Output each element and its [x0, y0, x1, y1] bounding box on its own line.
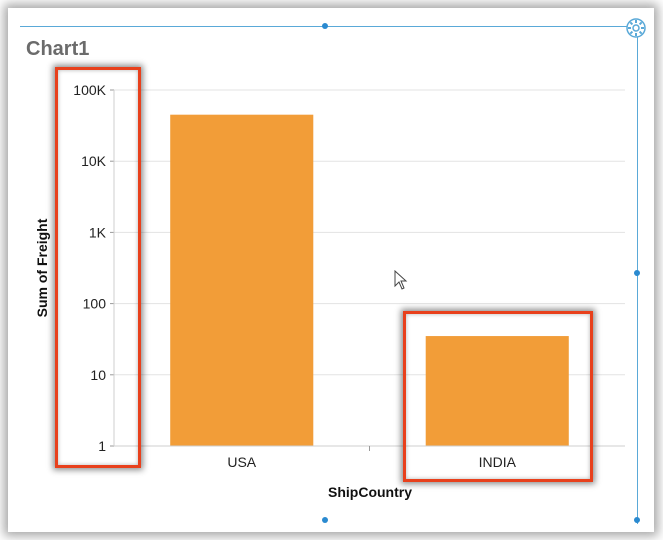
- y-tick-label: 100: [83, 296, 107, 312]
- gear-icon[interactable]: [625, 17, 647, 39]
- x-tick-label: INDIA: [479, 454, 517, 470]
- resize-handle-corner[interactable]: [634, 517, 640, 523]
- bar-usa[interactable]: [170, 114, 314, 446]
- y-axis-label: Sum of Freight: [34, 218, 50, 317]
- y-tick-label: 10: [90, 367, 106, 383]
- y-axis-highlight-box: [55, 67, 141, 468]
- bar-india[interactable]: [425, 336, 569, 446]
- chart-title: Chart1: [26, 38, 90, 60]
- y-tick-label: 10K: [81, 153, 107, 169]
- x-tick-label: USA: [227, 454, 256, 470]
- x-axis-label: ShipCountry: [328, 484, 412, 500]
- y-tick-label: 1K: [89, 224, 107, 240]
- mouse-cursor-icon: [394, 269, 408, 295]
- resize-handle-top[interactable]: [322, 23, 328, 29]
- resize-handle-bottom[interactable]: [322, 517, 328, 523]
- y-tick-label: 100K: [73, 82, 106, 98]
- y-tick-label: 1: [98, 438, 106, 454]
- resize-handle-right[interactable]: [634, 270, 640, 276]
- india-bar-highlight-box: [403, 311, 593, 482]
